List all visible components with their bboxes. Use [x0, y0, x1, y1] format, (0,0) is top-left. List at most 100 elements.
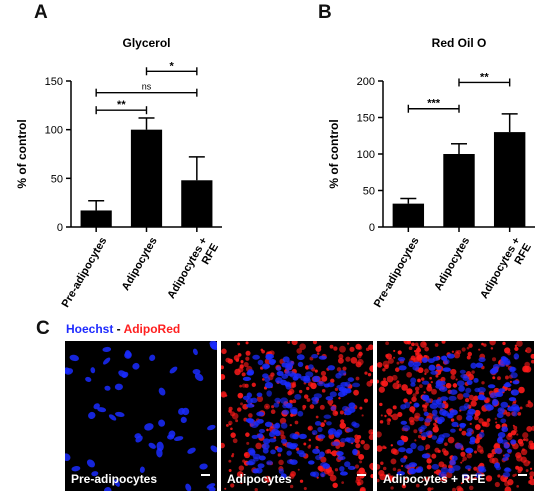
lipid-droplet — [358, 454, 365, 460]
nucleus — [498, 388, 506, 393]
y-tick-label: 150 — [357, 113, 375, 125]
nucleus — [347, 377, 355, 382]
nucleus — [437, 402, 446, 409]
lipid-droplet — [438, 461, 445, 468]
lipid-droplet — [461, 430, 467, 436]
nucleus — [266, 460, 273, 466]
lipid-droplet — [415, 390, 420, 395]
lipid-droplet — [289, 424, 292, 427]
lipid-droplet — [320, 422, 325, 428]
lipid-droplet — [516, 485, 519, 488]
nucleus — [513, 353, 520, 360]
lipid-droplet — [290, 471, 296, 477]
lipid-droplet — [321, 389, 326, 393]
nucleus — [135, 435, 143, 443]
lipid-droplet — [525, 469, 529, 472]
lipid-droplet — [323, 419, 327, 423]
nucleus — [398, 365, 407, 371]
lipid-droplet — [393, 356, 396, 359]
nucleus — [114, 479, 120, 487]
nucleus — [451, 455, 458, 461]
lipid-droplet — [471, 370, 475, 374]
nucleus — [348, 402, 356, 409]
cell-field — [221, 341, 373, 491]
lipid-droplet — [228, 469, 232, 472]
lipid-droplet — [393, 349, 396, 353]
nucleus — [417, 445, 425, 452]
lipid-droplet — [426, 464, 432, 470]
nucleus — [199, 463, 208, 470]
lipid-droplet — [414, 350, 417, 353]
lipid-droplet — [359, 460, 363, 464]
nucleus — [490, 367, 499, 374]
nucleus — [187, 447, 196, 454]
nucleus — [257, 433, 264, 439]
lipid-droplet — [270, 409, 276, 415]
nucleus — [340, 438, 347, 443]
lipid-droplet — [492, 376, 496, 380]
nucleus — [300, 375, 307, 381]
nucleus — [439, 409, 447, 416]
lipid-droplet — [525, 347, 532, 354]
lipid-droplet — [494, 417, 497, 420]
lipid-droplet — [361, 414, 364, 417]
stain-legend: Hoechst - AdipoRed — [66, 322, 180, 336]
lipid-droplet — [383, 377, 387, 381]
lipid-droplet — [382, 466, 387, 471]
lipid-droplet — [474, 424, 481, 430]
nucleus — [346, 428, 354, 433]
nucleus — [317, 426, 323, 433]
lipid-droplet — [334, 468, 339, 472]
lipid-droplet — [264, 475, 271, 483]
lipid-droplet — [315, 445, 319, 450]
lipid-droplet — [491, 357, 497, 362]
lipid-droplet — [432, 426, 439, 433]
lipid-droplet — [490, 347, 494, 350]
nucleus — [310, 471, 316, 477]
nucleus — [478, 357, 486, 363]
lipid-droplet — [439, 478, 443, 482]
lipid-droplet — [387, 473, 391, 477]
nucleus — [497, 407, 505, 414]
lipid-droplet — [512, 424, 515, 427]
lipid-droplet — [418, 384, 423, 388]
lipid-droplet — [254, 488, 258, 491]
nucleus — [402, 424, 411, 431]
lipid-droplet — [507, 387, 512, 392]
lipid-droplet — [514, 344, 518, 348]
nucleus — [504, 453, 510, 458]
lipid-droplet — [369, 379, 373, 384]
lipid-droplet — [239, 384, 243, 388]
nucleus — [173, 436, 184, 442]
lipid-droplet — [336, 367, 342, 372]
nucleus — [398, 447, 406, 453]
nucleus — [296, 354, 305, 361]
legend-adipored: AdipoRed — [123, 322, 181, 336]
lipid-droplet — [423, 342, 426, 346]
nucleus — [209, 341, 217, 347]
nucleus — [268, 438, 277, 443]
nucleus — [337, 455, 346, 461]
lipid-droplet — [505, 411, 511, 417]
nucleus — [400, 404, 407, 410]
nucleus — [512, 380, 520, 385]
nucleus — [251, 434, 259, 439]
nucleus — [432, 409, 438, 416]
lipid-droplet — [478, 418, 484, 424]
nucleus — [448, 395, 457, 401]
lipid-droplet — [349, 346, 355, 352]
lipid-droplet — [504, 486, 512, 491]
lipid-droplet — [517, 411, 522, 416]
lipid-droplet — [315, 346, 322, 353]
nucleus — [210, 445, 217, 453]
lipid-droplet — [292, 399, 297, 404]
nucleus — [440, 467, 449, 474]
lipid-droplet — [514, 346, 519, 351]
lipid-droplet — [386, 408, 393, 415]
lipid-droplet — [473, 466, 478, 471]
scale-bar — [518, 474, 527, 476]
lipid-droplet — [299, 389, 303, 394]
lipid-droplet — [295, 447, 300, 451]
lipid-droplet — [427, 383, 432, 388]
nucleus — [435, 384, 444, 389]
